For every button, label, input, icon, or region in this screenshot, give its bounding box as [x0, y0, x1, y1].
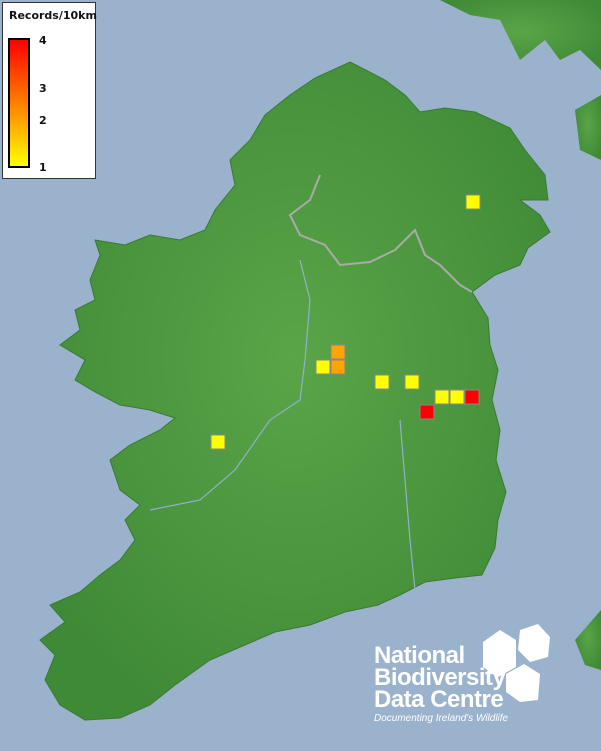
legend-color-scale — [8, 38, 30, 168]
logo-line-3: Data Centre — [374, 686, 504, 713]
scotland-landmass — [440, 0, 601, 70]
legend-tick-2: 2 — [39, 114, 47, 127]
legend-tick-3: 3 — [39, 82, 47, 95]
wales-landmass — [575, 610, 601, 670]
record-cell[interactable] — [419, 404, 435, 420]
legend: Records/10km 4 3 2 1 — [2, 2, 97, 179]
legend-tick-1: 1 — [39, 161, 47, 174]
barrow-river — [399, 419, 416, 591]
record-cell[interactable] — [210, 434, 226, 450]
record-cell[interactable] — [404, 374, 420, 390]
record-cell[interactable] — [315, 359, 331, 375]
logo-line-2: Biodiversity — [374, 664, 506, 691]
record-cell[interactable] — [434, 389, 450, 405]
legend-tick-4: 4 — [39, 34, 47, 47]
border-line — [288, 174, 473, 293]
record-cell[interactable] — [449, 389, 465, 405]
legend-title: Records/10km — [9, 9, 97, 22]
nbdc-logo: National Biodiversity Data Centre Docume… — [374, 642, 509, 725]
logo-line-1: National — [374, 642, 465, 669]
record-cell[interactable] — [330, 344, 346, 360]
record-cell[interactable] — [330, 359, 346, 375]
shannon-river — [149, 259, 311, 511]
record-cell[interactable] — [464, 389, 480, 405]
record-cell[interactable] — [374, 374, 390, 390]
logo-hexagons-icon — [483, 624, 550, 702]
logo-tagline: Documenting Ireland's Wildlife — [374, 713, 509, 724]
record-cell[interactable] — [465, 194, 481, 210]
ireland-landmass — [39, 61, 551, 721]
scotland-island — [575, 95, 601, 160]
